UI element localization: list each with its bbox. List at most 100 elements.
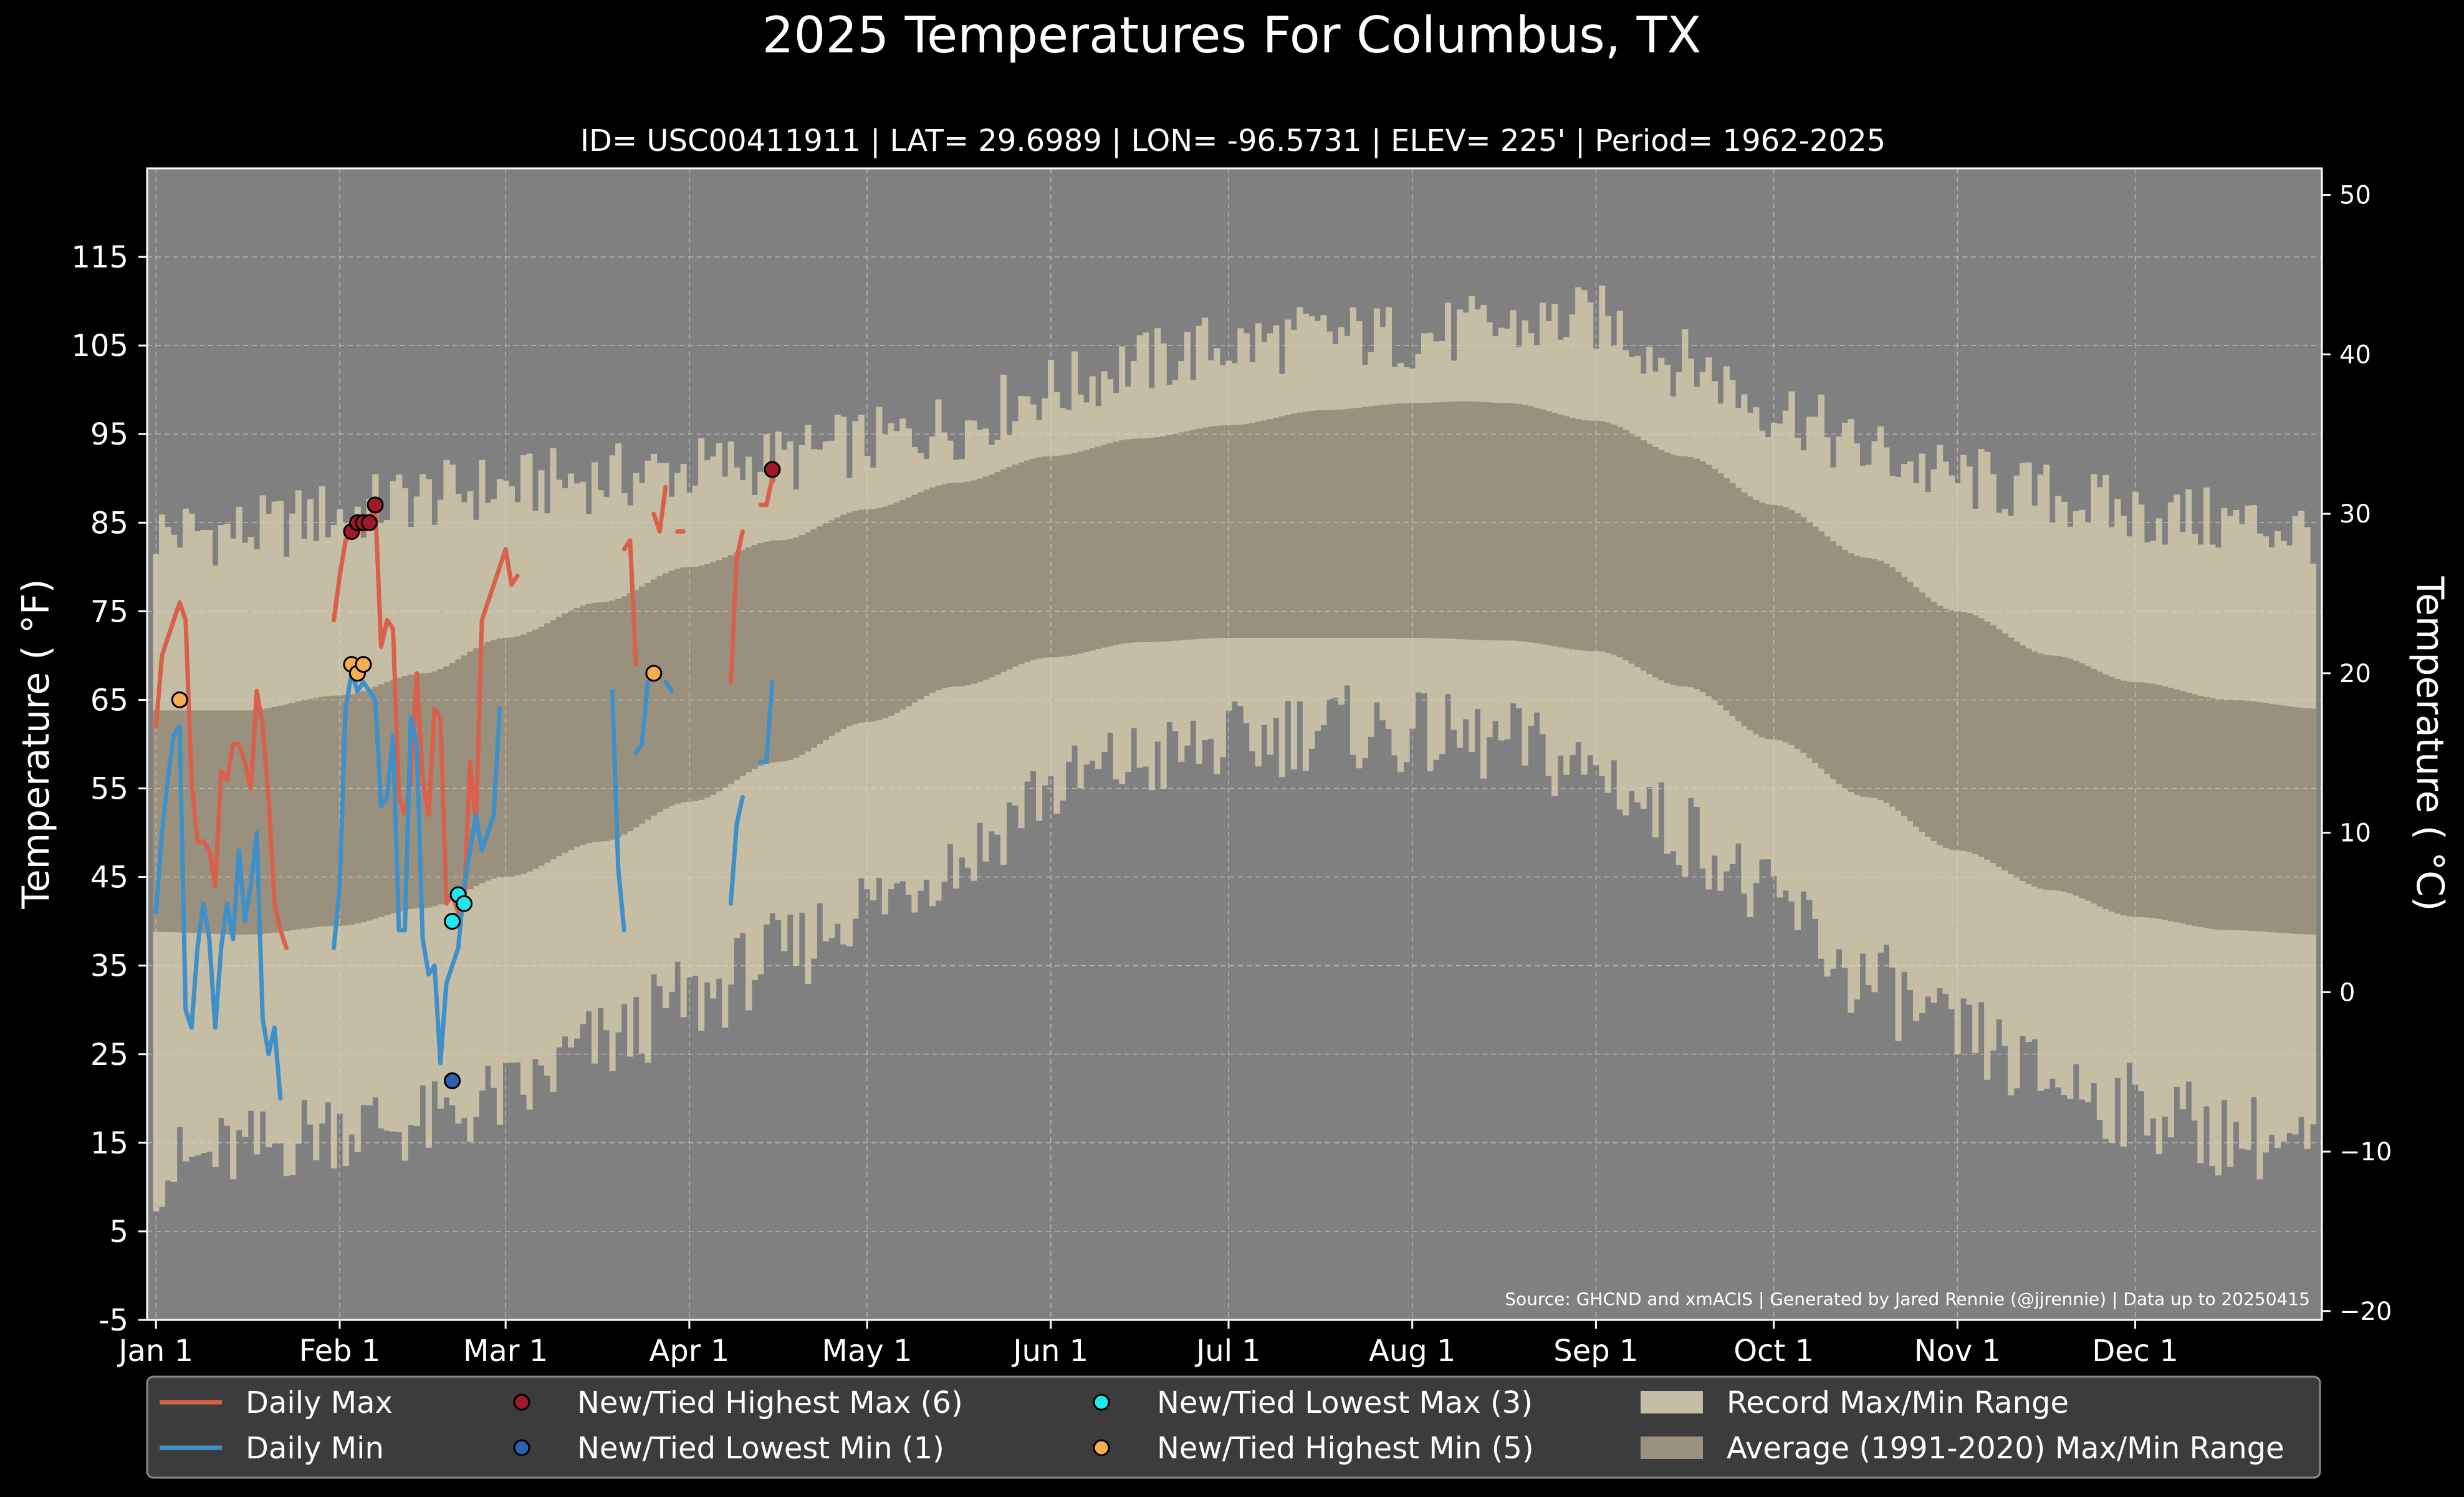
average-range-bar	[1095, 446, 1102, 649]
marker-lowest-max	[456, 895, 473, 912]
average-range-bar	[846, 513, 853, 726]
average-range-bar	[781, 540, 788, 762]
average-range-bar	[1682, 456, 1689, 687]
average-range-bar	[1705, 465, 1712, 696]
average-range-bar	[1261, 420, 1268, 638]
average-range-bar	[633, 590, 640, 828]
x-tick-label: Sep 1	[1553, 1334, 1638, 1369]
average-range-bar	[2179, 691, 2186, 924]
average-range-bar	[2120, 680, 2127, 916]
average-range-bar	[2203, 697, 2210, 928]
average-range-bar	[615, 599, 622, 838]
average-range-bar	[1196, 428, 1202, 639]
average-range-bar	[1202, 427, 1209, 639]
average-range-bar	[1000, 469, 1007, 672]
average-range-bar	[1444, 402, 1452, 639]
x-tick-label: Jul 1	[1194, 1334, 1261, 1369]
y-tick-label-right: 30	[2339, 500, 2371, 529]
average-range-bar	[1687, 456, 1694, 688]
average-range-bar	[325, 696, 332, 927]
average-range-bar	[1326, 410, 1333, 638]
average-range-bar	[2144, 683, 2150, 918]
x-tick-label: Apr 1	[649, 1334, 729, 1369]
average-range-bar	[1320, 410, 1327, 638]
average-range-bar	[1990, 625, 1997, 864]
legend-swatch-average-range	[1641, 1437, 1703, 1459]
average-range-bar	[1184, 431, 1191, 640]
average-range-bar	[1913, 587, 1920, 827]
average-range-bar	[1018, 462, 1025, 665]
average-range-bar	[254, 710, 261, 935]
average-range-bar	[2031, 651, 2038, 887]
average-range-bar	[1569, 417, 1576, 650]
x-axis: Jan 1 Feb 1 Mar 1 Apr 1 May 1 Jun 1 Jul 1 Aug 1…	[117, 1320, 2179, 1369]
average-range-bar	[319, 696, 325, 927]
average-range-bar	[1498, 403, 1505, 641]
average-range-bar	[603, 602, 610, 841]
average-range-bar	[348, 694, 355, 925]
average-range-bar	[1486, 402, 1493, 640]
daily-max-line	[758, 476, 775, 508]
average-range-bar	[408, 674, 415, 909]
legend-label-daily-max: Daily Max	[246, 1385, 393, 1420]
average-range-bar	[627, 593, 634, 832]
average-range-bar	[1540, 409, 1546, 645]
average-range-bar	[1937, 605, 1944, 845]
plot-frame	[146, 167, 2323, 1321]
average-range-bar	[876, 508, 883, 721]
average-range-bar	[1107, 443, 1114, 647]
average-range-bar	[1723, 478, 1730, 711]
average-range-bar	[745, 547, 752, 773]
average-range-bar	[1717, 473, 1724, 706]
average-range-bar	[722, 557, 729, 788]
average-range-bar	[1551, 413, 1558, 647]
average-range-bar	[1533, 407, 1540, 643]
marker-highest-min	[645, 665, 663, 682]
average-range-bar	[971, 480, 977, 684]
y-tick-label: 15	[90, 1126, 128, 1161]
average-range-bar	[2037, 653, 2044, 889]
daily-max-line	[153, 600, 289, 950]
average-range-bar	[1065, 454, 1072, 656]
average-range-bar	[372, 686, 379, 919]
average-range-bar	[2008, 637, 2015, 874]
average-range-bar	[1338, 409, 1345, 638]
legend-label-highest-max: New/Tied Highest Max (6)	[577, 1385, 963, 1420]
average-range-bar	[1604, 422, 1611, 653]
average-range-bar	[1664, 452, 1671, 683]
average-range-bar	[236, 710, 242, 935]
average-range-bar	[1415, 403, 1422, 638]
average-range-bar	[2096, 671, 2103, 907]
x-tick-label: Jun 1	[1011, 1334, 1088, 1369]
average-range-bar	[1949, 610, 1955, 850]
average-range-bar	[1469, 401, 1475, 640]
average-range-bar	[2025, 648, 2032, 884]
average-range-bar	[621, 596, 628, 835]
average-range-bar	[555, 617, 563, 856]
average-range-bar	[828, 520, 835, 736]
legend-marker-highest-max	[513, 1394, 530, 1411]
legend-label-highest-min: New/Tied Highest Min (5)	[1157, 1431, 1534, 1466]
average-range-bar	[798, 535, 805, 755]
daily-lines	[153, 476, 775, 1101]
average-range-bar	[1131, 438, 1138, 643]
average-range-bar	[366, 689, 373, 921]
average-range-bar	[242, 710, 249, 935]
average-range-bar	[1522, 405, 1528, 642]
average-range-bar	[757, 543, 764, 766]
average-range-bar	[1812, 526, 1819, 763]
average-range-bar	[1368, 406, 1374, 638]
average-range-bar	[2108, 676, 2115, 912]
average-range-bar	[2073, 660, 2079, 896]
average-range-bar	[692, 566, 699, 802]
average-range-bar	[526, 632, 533, 872]
legend-label-lowest-min: New/Tied Lowest Min (1)	[577, 1431, 944, 1466]
average-range-bar	[1457, 401, 1464, 640]
daily-min-line	[332, 671, 502, 1066]
average-range-bar	[1776, 505, 1783, 741]
average-range-bar	[888, 504, 894, 716]
y-tick-label: 115	[71, 240, 128, 275]
average-range-bar	[1883, 564, 1890, 803]
average-range-bar	[212, 710, 219, 934]
marker-lowest-min	[444, 1072, 461, 1089]
